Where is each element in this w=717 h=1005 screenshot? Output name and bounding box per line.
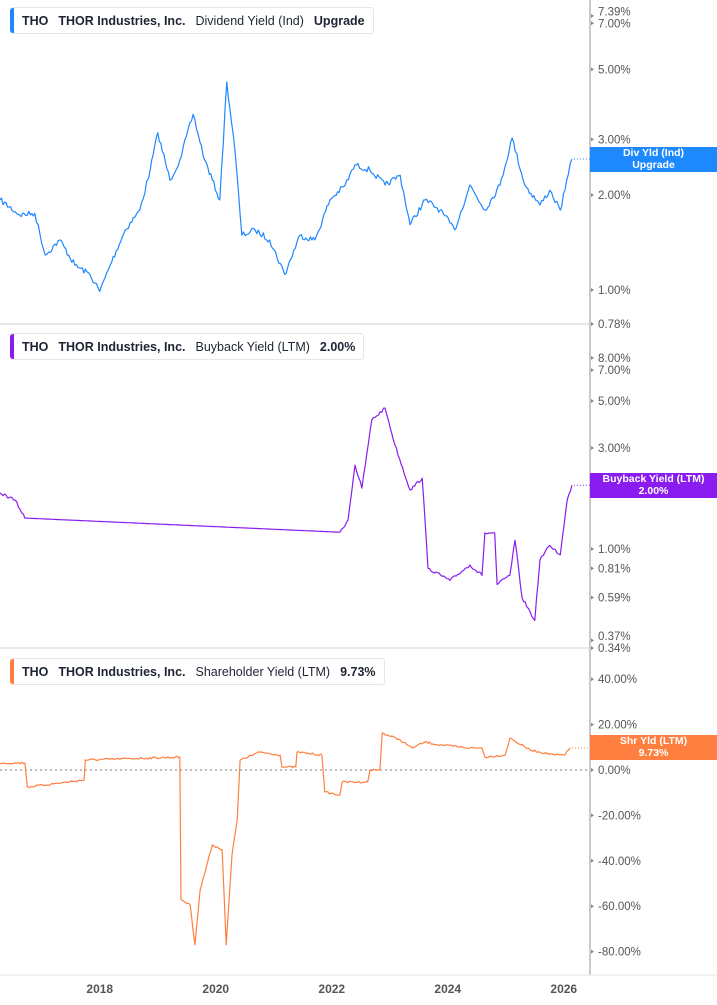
y-tick-mark — [591, 21, 594, 26]
y-tick-mark — [591, 355, 594, 360]
legend-buyback-yield: THO THOR Industries, Inc. Buyback Yield … — [10, 333, 365, 360]
legend-metric: Shareholder Yield (LTM) — [195, 664, 331, 679]
legend-value: 2.00% — [319, 339, 356, 354]
legend-metric: Buyback Yield (LTM) — [195, 339, 310, 354]
legend-ticker: THO — [22, 664, 49, 679]
legend-company: THOR Industries, Inc. — [58, 664, 186, 679]
y-tick-mark — [591, 445, 594, 450]
series-line-buyback-yield-ltm — [0, 407, 573, 621]
legend-company: THOR Industries, Inc. — [58, 339, 186, 354]
badge-label: Buyback Yield (LTM) — [602, 473, 705, 485]
series-color-swatch — [10, 8, 14, 33]
y-tick-mark — [591, 904, 594, 909]
y-tick-mark — [591, 768, 594, 772]
x-tick-label: 2020 — [202, 982, 229, 996]
y-tick-mark — [591, 368, 594, 373]
y-tick-mark — [591, 638, 594, 643]
y-tick-mark — [591, 566, 594, 571]
y-tick-label: -20.00% — [598, 810, 641, 822]
series-color-swatch — [10, 334, 14, 359]
legend-shareholder-yield: THO THOR Industries, Inc. Shareholder Yi… — [10, 658, 385, 685]
y-tick-label: 0.78% — [598, 319, 631, 331]
y-tick-mark — [591, 137, 594, 142]
y-tick-label: 3.00% — [598, 443, 631, 455]
legend-value: 9.73% — [340, 664, 376, 679]
legend-value[interactable]: Upgrade — [313, 13, 365, 28]
y-tick-mark — [591, 67, 594, 72]
legend-metric: Dividend Yield (Ind) — [195, 13, 304, 28]
y-tick-label: 3.00% — [598, 134, 631, 146]
y-tick-mark — [591, 288, 594, 292]
y-tick-mark — [591, 813, 594, 818]
x-tick-label: 2026 — [550, 982, 577, 996]
y-tick-label: 7.00% — [598, 365, 631, 377]
y-tick-mark — [591, 595, 594, 600]
value-badge-shareholder-yield: Shr Yld (LTM) 9.73% — [590, 735, 717, 760]
y-tick-label: 0.81% — [598, 563, 631, 575]
y-tick-mark — [591, 858, 594, 863]
y-tick-mark — [591, 722, 594, 727]
y-tick-label: 7.39% — [598, 6, 631, 18]
value-badge-dividend-yield: Div Yld (Ind) Upgrade — [590, 147, 717, 172]
y-tick-label: 40.00% — [598, 674, 637, 686]
badge-value: 9.73% — [638, 746, 669, 759]
y-tick-mark — [591, 13, 594, 18]
legend-ticker: THO — [22, 13, 49, 28]
x-tick-label: 2022 — [318, 982, 345, 996]
y-tick-label: 1.00% — [598, 285, 631, 297]
y-tick-mark — [591, 677, 594, 682]
y-tick-mark — [591, 547, 594, 551]
y-tick-label: 0.34% — [598, 643, 631, 655]
badge-label: Shr Yld (LTM) — [619, 735, 688, 747]
badge-value: Upgrade — [632, 158, 675, 171]
y-tick-label: 8.00% — [598, 353, 631, 365]
y-tick-label: 5.00% — [598, 396, 631, 408]
x-tick-label: 2024 — [434, 982, 461, 996]
y-tick-label: 5.00% — [598, 64, 631, 76]
legend-ticker: THO — [22, 339, 49, 354]
value-badge-buyback-yield: Buyback Yield (LTM) 2.00% — [590, 473, 717, 498]
badge-label: Div Yld (Ind) — [622, 147, 685, 159]
series-line-dividend-yield-ind — [0, 81, 573, 292]
y-tick-mark — [591, 646, 594, 651]
y-tick-label: 0.00% — [598, 765, 631, 777]
y-tick-label: 1.00% — [598, 544, 631, 556]
y-tick-mark — [591, 192, 594, 197]
y-tick-mark — [591, 949, 594, 954]
y-tick-mark — [591, 399, 594, 404]
series-color-swatch — [10, 659, 14, 684]
badge-value: 2.00% — [638, 484, 669, 497]
y-tick-label: 7.00% — [598, 18, 631, 30]
y-tick-label: 0.37% — [598, 631, 631, 643]
y-tick-label: 0.59% — [598, 593, 631, 605]
y-tick-label: -40.00% — [598, 856, 641, 868]
series-line-shareholder-yield-ltm — [0, 732, 571, 946]
y-tick-label: -60.00% — [598, 901, 641, 913]
y-tick-label: 2.00% — [598, 190, 631, 202]
y-tick-mark — [591, 322, 594, 327]
x-tick-label: 2018 — [86, 982, 113, 996]
legend-company: THOR Industries, Inc. — [58, 13, 186, 28]
y-tick-label: 20.00% — [598, 720, 637, 732]
legend-dividend-yield: THO THOR Industries, Inc. Dividend Yield… — [10, 7, 374, 34]
y-tick-label: -80.00% — [598, 947, 641, 959]
